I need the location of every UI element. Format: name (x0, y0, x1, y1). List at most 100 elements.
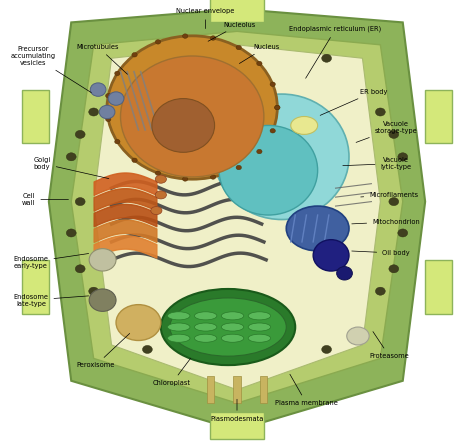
Ellipse shape (347, 327, 369, 345)
Text: Plasma membrane: Plasma membrane (275, 374, 338, 406)
Ellipse shape (313, 240, 349, 271)
Ellipse shape (99, 105, 115, 119)
Polygon shape (210, 412, 264, 439)
Bar (233, 376, 241, 403)
Text: Nucleus: Nucleus (239, 44, 279, 64)
Text: Endosome
late-type: Endosome late-type (13, 293, 89, 307)
Text: Endoplasmic reticulum (ER): Endoplasmic reticulum (ER) (290, 26, 382, 78)
Ellipse shape (257, 61, 262, 66)
Text: Vacuole
storage-type: Vacuole storage-type (356, 121, 418, 142)
Ellipse shape (375, 108, 385, 116)
Polygon shape (94, 45, 380, 390)
Polygon shape (22, 90, 49, 143)
Text: Oil body: Oil body (352, 250, 410, 256)
Text: Chloroplast: Chloroplast (153, 358, 191, 386)
Ellipse shape (155, 39, 161, 44)
Ellipse shape (155, 191, 166, 199)
Polygon shape (22, 260, 49, 314)
Ellipse shape (337, 267, 352, 280)
Text: ER body: ER body (320, 89, 387, 116)
Ellipse shape (398, 153, 408, 161)
Polygon shape (425, 90, 452, 143)
Text: Microfilaments: Microfilaments (361, 192, 419, 198)
Ellipse shape (182, 177, 188, 181)
Ellipse shape (132, 158, 137, 163)
Ellipse shape (120, 56, 264, 177)
Ellipse shape (75, 198, 85, 206)
Ellipse shape (257, 149, 262, 154)
Ellipse shape (143, 54, 152, 62)
Ellipse shape (75, 130, 85, 138)
Ellipse shape (66, 229, 76, 237)
Text: Nuclear envelope: Nuclear envelope (176, 8, 235, 29)
Polygon shape (49, 9, 425, 430)
Ellipse shape (194, 312, 217, 320)
Ellipse shape (248, 323, 271, 331)
Ellipse shape (236, 165, 241, 170)
Ellipse shape (116, 305, 161, 340)
Ellipse shape (248, 312, 271, 320)
Ellipse shape (106, 94, 111, 98)
Ellipse shape (106, 117, 111, 121)
Ellipse shape (152, 99, 215, 152)
Ellipse shape (389, 130, 399, 138)
Ellipse shape (151, 207, 162, 215)
Ellipse shape (115, 139, 120, 144)
Text: Proteasome: Proteasome (369, 332, 409, 359)
Ellipse shape (221, 334, 244, 342)
Ellipse shape (270, 129, 275, 133)
Ellipse shape (291, 116, 318, 134)
Ellipse shape (322, 54, 331, 62)
Ellipse shape (75, 265, 85, 273)
Ellipse shape (210, 36, 216, 40)
Ellipse shape (215, 94, 349, 220)
Ellipse shape (274, 105, 280, 110)
Text: Peroxisome: Peroxisome (77, 333, 130, 368)
Ellipse shape (66, 153, 76, 161)
Polygon shape (71, 31, 403, 403)
Text: Nucleolus: Nucleolus (208, 22, 255, 41)
Ellipse shape (143, 345, 152, 353)
Ellipse shape (90, 83, 106, 96)
Ellipse shape (107, 36, 277, 179)
Ellipse shape (89, 289, 116, 311)
Ellipse shape (389, 265, 399, 273)
Ellipse shape (219, 125, 318, 215)
Ellipse shape (161, 289, 295, 365)
Ellipse shape (89, 287, 99, 295)
Bar (207, 376, 214, 403)
Text: Cell
wall: Cell wall (22, 193, 68, 206)
Ellipse shape (108, 92, 124, 105)
Ellipse shape (194, 323, 217, 331)
Ellipse shape (182, 34, 188, 39)
Ellipse shape (286, 206, 349, 251)
Bar (260, 376, 267, 403)
Text: Endosome
early-type: Endosome early-type (13, 254, 89, 269)
Ellipse shape (155, 171, 161, 176)
Ellipse shape (89, 108, 99, 116)
Text: Golgi
body: Golgi body (34, 157, 109, 179)
Ellipse shape (322, 345, 331, 353)
Ellipse shape (168, 334, 190, 342)
Ellipse shape (168, 312, 190, 320)
Ellipse shape (221, 323, 244, 331)
Text: Vacuole
lytic-type: Vacuole lytic-type (343, 157, 411, 170)
Ellipse shape (248, 334, 271, 342)
Ellipse shape (232, 354, 242, 362)
Ellipse shape (155, 175, 166, 183)
Text: Microtubules: Microtubules (77, 44, 128, 74)
Ellipse shape (221, 312, 244, 320)
Text: Plasmodesmata: Plasmodesmata (210, 399, 264, 422)
Polygon shape (210, 0, 264, 22)
Ellipse shape (398, 229, 408, 237)
Ellipse shape (115, 71, 120, 76)
Ellipse shape (170, 298, 286, 356)
Ellipse shape (168, 323, 190, 331)
Ellipse shape (270, 82, 275, 86)
Ellipse shape (375, 287, 385, 295)
Ellipse shape (274, 105, 280, 110)
Polygon shape (425, 260, 452, 314)
Ellipse shape (236, 45, 241, 50)
Ellipse shape (210, 175, 216, 179)
Text: Mitochondrion: Mitochondrion (352, 219, 420, 225)
